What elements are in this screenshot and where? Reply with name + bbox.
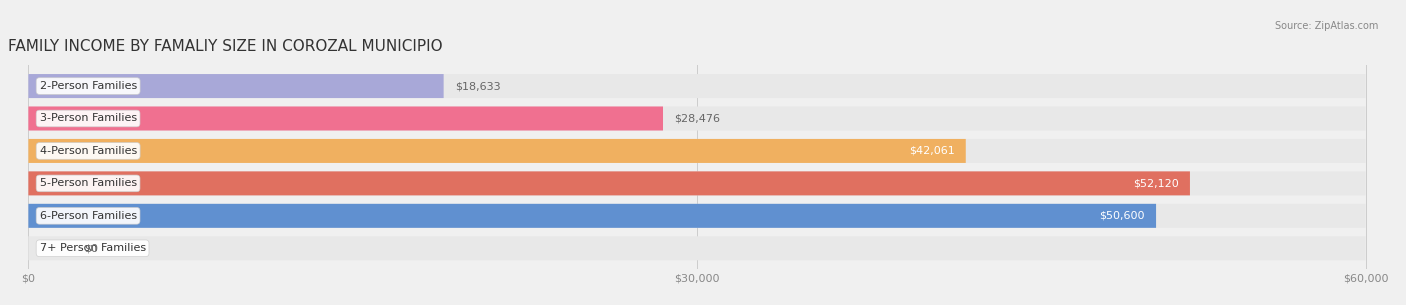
FancyBboxPatch shape [28, 204, 1156, 228]
Text: Source: ZipAtlas.com: Source: ZipAtlas.com [1274, 21, 1378, 31]
Text: FAMILY INCOME BY FAMALIY SIZE IN COROZAL MUNICIPIO: FAMILY INCOME BY FAMALIY SIZE IN COROZAL… [8, 39, 443, 54]
Text: 7+ Person Families: 7+ Person Families [39, 243, 146, 253]
FancyBboxPatch shape [28, 139, 966, 163]
Text: 3-Person Families: 3-Person Families [39, 113, 136, 124]
FancyBboxPatch shape [28, 106, 664, 131]
Text: $18,633: $18,633 [454, 81, 501, 91]
Text: $52,120: $52,120 [1133, 178, 1178, 188]
FancyBboxPatch shape [28, 204, 1365, 228]
FancyBboxPatch shape [28, 171, 1189, 196]
Text: $28,476: $28,476 [673, 113, 720, 124]
Text: 2-Person Families: 2-Person Families [39, 81, 136, 91]
FancyBboxPatch shape [28, 74, 1365, 98]
Text: 4-Person Families: 4-Person Families [39, 146, 136, 156]
Text: $50,600: $50,600 [1099, 211, 1144, 221]
Text: 5-Person Families: 5-Person Families [39, 178, 136, 188]
Text: $0: $0 [84, 243, 98, 253]
FancyBboxPatch shape [28, 106, 1365, 131]
FancyBboxPatch shape [28, 236, 1365, 260]
FancyBboxPatch shape [28, 171, 1365, 196]
FancyBboxPatch shape [28, 74, 444, 98]
Text: $42,061: $42,061 [908, 146, 955, 156]
FancyBboxPatch shape [28, 139, 1365, 163]
Text: 6-Person Families: 6-Person Families [39, 211, 136, 221]
